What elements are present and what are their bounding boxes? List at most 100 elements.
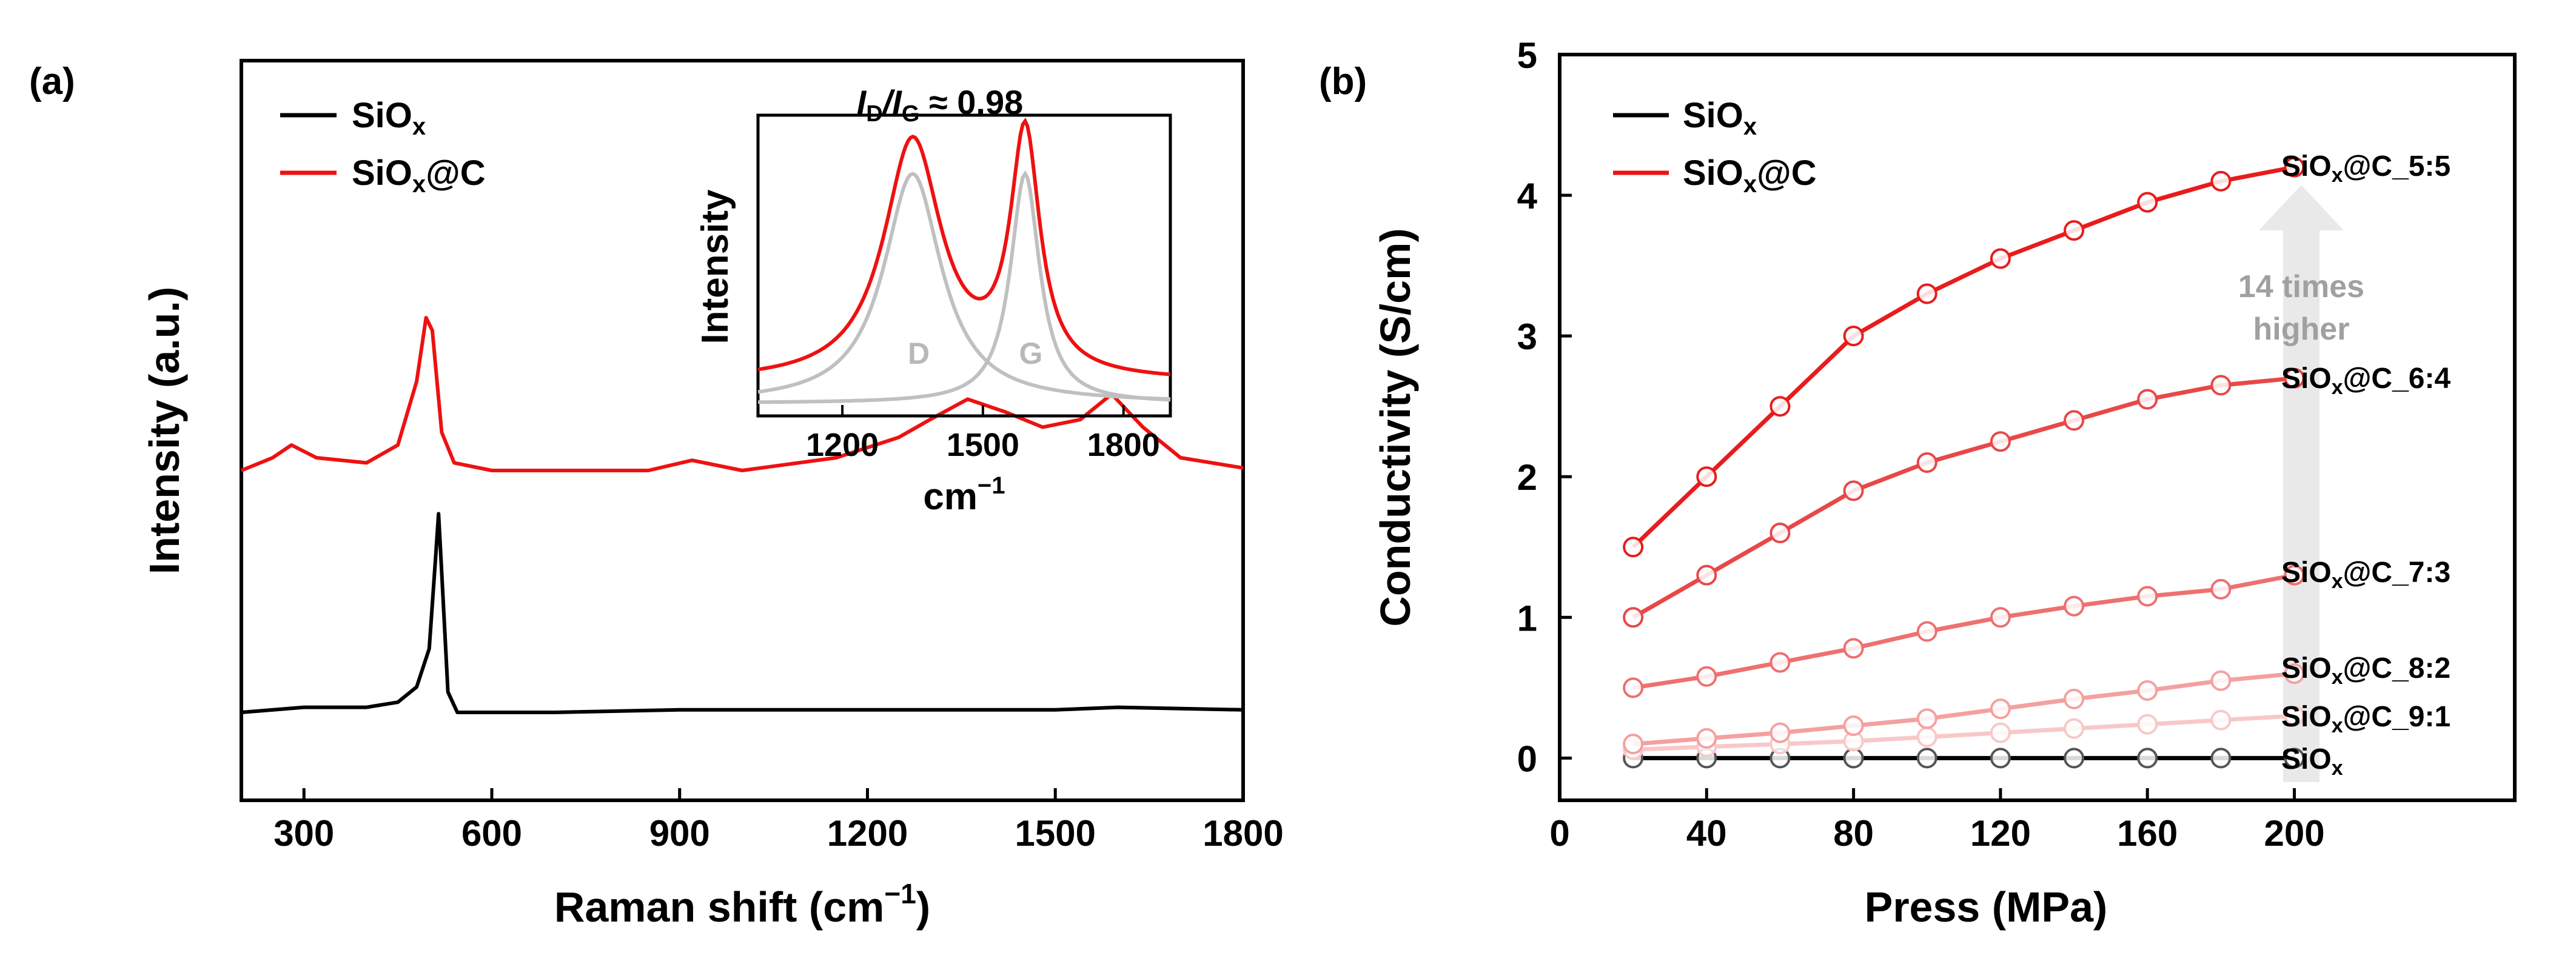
data-point: [1843, 326, 1864, 347]
data-point: [2284, 367, 2305, 389]
a-x-tick-label: 300: [273, 813, 334, 854]
legend-b-sio-label: SiOx: [1683, 96, 1757, 140]
data-point: [2064, 595, 2085, 617]
data-point: [2210, 709, 2232, 731]
series-line-siox-c-8-2: [1632, 671, 2295, 746]
inset-d-peak-curve: [757, 172, 1171, 401]
series-a-sio: [241, 512, 1244, 714]
inset-x-tick-label: 1200: [806, 427, 879, 463]
b-y-tick-label: 1: [1517, 598, 1537, 638]
data-point: [1696, 666, 1717, 687]
data-point: [1990, 722, 2011, 743]
panel-b-plot-frame: [1558, 53, 2517, 802]
data-point: [1990, 698, 2011, 720]
data-point: [1916, 708, 1937, 729]
legend-a-sio-label: SiOx: [352, 96, 426, 140]
series-line-siox-c-5-5: [1631, 165, 2295, 549]
annotation-line-2: higher: [2253, 312, 2350, 347]
data-point: [2210, 670, 2232, 691]
data-point: [2210, 375, 2232, 396]
data-point: [1916, 748, 1937, 769]
inset-title: ID/IG ≈ 0.98: [857, 83, 1024, 127]
data-point: [1769, 652, 1791, 673]
series-siox-c-7-3: [1623, 564, 2305, 698]
data-point: [2284, 663, 2305, 685]
annotation-line-1: 14 times: [2238, 269, 2364, 304]
series-line-siox-c-6-4: [1632, 376, 2295, 620]
panel-b-y-axis-label: Conductivity (S/cm): [1372, 228, 1419, 626]
b-y-tick-label: 0: [1517, 738, 1537, 779]
series-siox-c-6-4: [1623, 367, 2305, 628]
data-point: [2137, 586, 2158, 607]
inset-peak-g-label: G: [1019, 336, 1043, 370]
data-point: [1843, 715, 1864, 736]
data-point: [1696, 728, 1717, 749]
data-point: [2284, 705, 2305, 726]
inset-frame: [756, 113, 1172, 418]
panel-b-x-ticks: 0 40 80 120 160 200: [1549, 788, 2325, 854]
panel-a-y-axis-label: Intensity (a.u.): [141, 287, 188, 574]
data-point: [2064, 410, 2085, 431]
b-x-tick-label: 160: [2117, 813, 2178, 854]
inset-peak-d-label: D: [908, 336, 930, 370]
series-label-7-3: SiOx@C_7:3: [2281, 557, 2450, 593]
b-y-tick-label: 5: [1517, 35, 1537, 76]
arrow-shape: [2259, 185, 2344, 782]
data-point: [1916, 726, 1937, 748]
data-point: [2284, 156, 2305, 178]
data-point: [1623, 537, 1644, 558]
data-point: [1916, 621, 1937, 642]
data-point: [1769, 722, 1791, 743]
series-a-sioc: [240, 316, 1244, 472]
data-point: [2210, 578, 2232, 600]
panel-a: (a) 300 600 900 1200 1500 1800 Raman shift (c…: [29, 59, 1284, 931]
data-point: [1623, 677, 1644, 698]
data-point: [1843, 748, 1864, 769]
series-label-6-4: SiOx@C_6:4: [2281, 363, 2450, 399]
panel-b-label: (b): [1319, 61, 1367, 102]
b-y-tick-label: 4: [1517, 176, 1538, 216]
a-x-tick-label: 900: [649, 813, 710, 854]
data-point: [2284, 748, 2305, 769]
b-x-tick-label: 120: [1970, 813, 2031, 854]
data-point: [2137, 192, 2158, 213]
series-siox: [1623, 748, 2305, 769]
inset-chart: ID/IG ≈ 0.98 1200 1500 1800 Intensity cm−1…: [694, 83, 1172, 518]
b-y-tick-label: 2: [1517, 457, 1537, 498]
data-point: [1916, 283, 1937, 304]
data-point: [1916, 452, 1937, 474]
series-siox-c-5-5: [1623, 156, 2305, 558]
data-point: [1990, 248, 2011, 269]
legend-a-sioc-label: SiOx@C: [352, 153, 486, 198]
increase-arrow: 14 times higher: [2238, 185, 2364, 782]
series-label-5-5: SiOx@C_5:5: [2281, 150, 2450, 187]
panel-b-y-ticks: 0 1 2 3 4 5: [1517, 35, 1572, 779]
b-y-tick-label: 3: [1517, 316, 1537, 357]
panel-a-x-ticks: 300 600 900 1200 1500 1800: [273, 788, 1284, 854]
a-x-tick-label: 1200: [827, 813, 908, 854]
data-point: [2064, 748, 2085, 769]
data-point: [2284, 564, 2305, 586]
b-x-tick-label: 0: [1549, 813, 1569, 854]
series-labels: SiOx@C_5:5 SiOx@C_6:4 SiOx@C_7:3 SiOx@C_…: [2281, 150, 2450, 780]
a-x-tick-label: 1500: [1015, 813, 1096, 854]
series-line-siox-c-7-3: [1632, 573, 2295, 690]
data-point: [2137, 714, 2158, 735]
series-label-9-1: SiOx@C_9:1: [2281, 701, 2450, 737]
data-point: [2137, 680, 2158, 701]
data-point: [2064, 718, 2085, 739]
b-x-tick-label: 200: [2264, 813, 2324, 854]
inset-x-ticks: 1200 1500 1800: [806, 405, 1160, 463]
data-point: [1769, 396, 1791, 417]
inset-x-axis-label: cm−1: [923, 472, 1005, 518]
data-point: [1623, 607, 1644, 628]
data-point: [1843, 480, 1864, 501]
b-x-tick-label: 40: [1686, 813, 1727, 854]
series-label-siox: SiOx: [2281, 743, 2343, 780]
data-point: [2210, 170, 2232, 192]
a-x-tick-label: 600: [461, 813, 522, 854]
data-point: [2064, 688, 2085, 709]
inset-x-tick-label: 1800: [1087, 427, 1160, 463]
legend-b-sioc-label: SiOx@C: [1683, 153, 1817, 198]
